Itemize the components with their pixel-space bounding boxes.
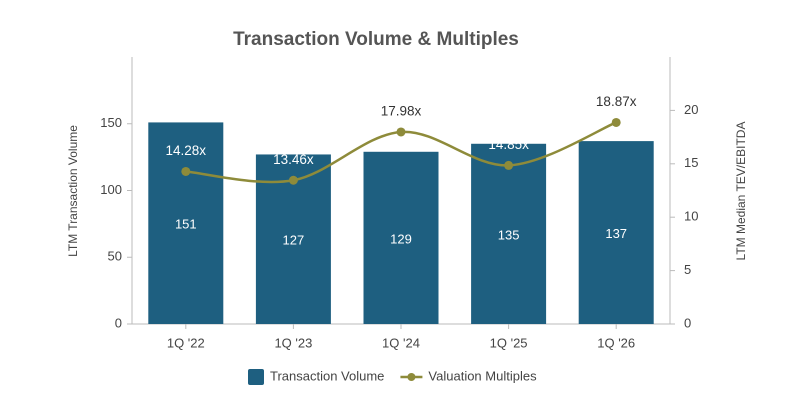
line-point — [396, 127, 406, 137]
line-label: 14.28x — [166, 143, 207, 158]
x-tick-label: 1Q '22 — [167, 335, 205, 350]
y2-tick-label: 20 — [684, 102, 698, 117]
bar — [148, 122, 224, 324]
y-tick-label: 0 — [115, 315, 122, 330]
y2-tick-label: 10 — [684, 209, 698, 224]
y-axis-title: LTM Transaction Volume — [66, 125, 80, 257]
y2-tick-label: 15 — [684, 155, 698, 170]
y2-tick-label: 0 — [684, 315, 691, 330]
legend-label: Transaction Volume — [270, 368, 384, 383]
legend-label: Valuation Multiples — [428, 368, 537, 383]
y2-tick-label: 5 — [684, 262, 691, 277]
line-label: 14.85x — [488, 137, 529, 152]
legend-swatch — [407, 373, 416, 381]
y-tick-label: 100 — [100, 182, 122, 197]
bar-label: 137 — [605, 226, 627, 241]
line-label: 18.87x — [596, 94, 637, 109]
x-tick-label: 1Q '25 — [490, 335, 528, 350]
bar-label: 151 — [175, 217, 197, 232]
line-point — [611, 117, 621, 127]
bar — [363, 151, 439, 324]
line-label: 17.98x — [381, 104, 422, 119]
x-tick-label: 1Q '26 — [597, 335, 635, 350]
line-point — [504, 160, 514, 170]
line-point — [288, 175, 298, 185]
bar — [578, 141, 654, 324]
line-point — [181, 166, 191, 176]
y-tick-label: 50 — [108, 249, 122, 264]
y-tick-label: 150 — [100, 115, 122, 130]
legend-swatch — [248, 369, 264, 385]
chart-title: Transaction Volume & Multiples — [233, 29, 519, 50]
bar-label: 135 — [498, 227, 520, 242]
bar-label: 129 — [390, 231, 412, 246]
line-label: 13.46x — [273, 152, 314, 167]
x-tick-label: 1Q '24 — [382, 335, 420, 350]
x-tick-label: 1Q '23 — [274, 335, 312, 350]
bar-label: 127 — [283, 233, 305, 248]
bar — [471, 143, 547, 324]
y2-axis-title: LTM Median TEV/EBITDA — [734, 122, 748, 261]
